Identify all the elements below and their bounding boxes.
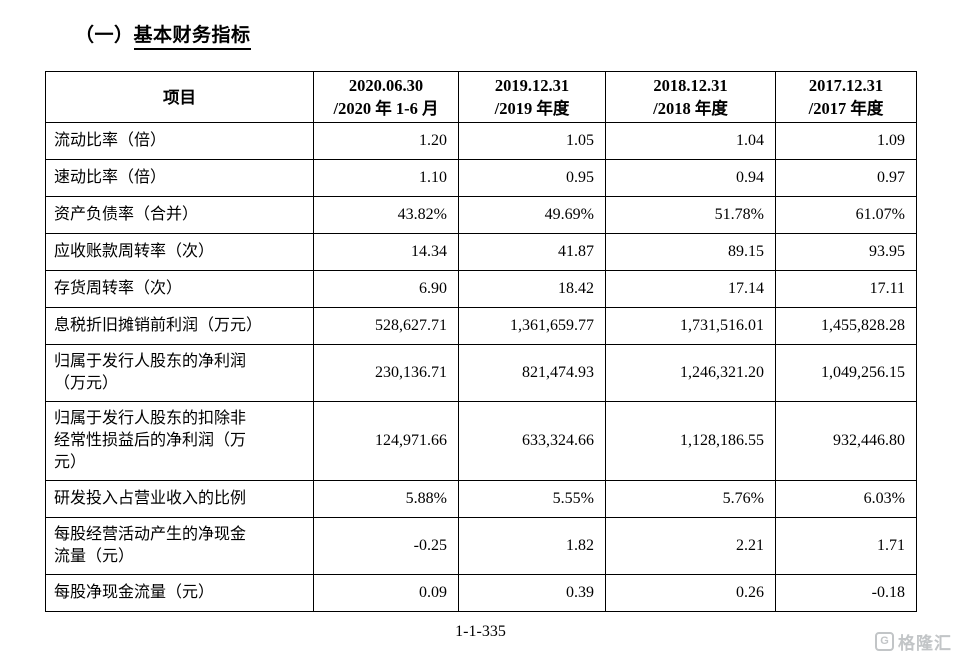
row-label: 速动比率（倍） bbox=[45, 159, 314, 198]
table-row-current-ratio: 流动比率（倍） 1.20 1.05 1.04 1.09 bbox=[45, 122, 917, 161]
value-cell: 41.87 bbox=[458, 233, 606, 272]
value-cell: 0.09 bbox=[313, 574, 459, 613]
value-cell: 1.04 bbox=[605, 122, 776, 161]
header-item: 项目 bbox=[45, 70, 314, 124]
row-label: 每股经营活动产生的净现金 流量（元） bbox=[45, 517, 314, 576]
value-cell: 5.55% bbox=[458, 480, 606, 519]
table-row-inventory-turnover: 存货周转率（次） 6.90 18.42 17.14 17.11 bbox=[45, 270, 917, 309]
value-cell: 230,136.71 bbox=[313, 344, 459, 403]
value-cell: 2.21 bbox=[605, 517, 776, 576]
value-cell: 43.82% bbox=[313, 196, 459, 235]
header-period-2017: 2017.12.31 /2017 年度 bbox=[775, 70, 917, 124]
value-cell: 17.11 bbox=[775, 270, 917, 309]
value-cell: 49.69% bbox=[458, 196, 606, 235]
value-cell: 1.05 bbox=[458, 122, 606, 161]
value-cell: 932,446.80 bbox=[775, 401, 917, 482]
value-cell: 1,128,186.55 bbox=[605, 401, 776, 482]
value-cell: 821,474.93 bbox=[458, 344, 606, 403]
table-row-net-profit-deducted: 归属于发行人股东的扣除非 经常性损益后的净利润（万 元） 124,971.66 … bbox=[45, 401, 917, 482]
value-cell: 528,627.71 bbox=[313, 307, 459, 346]
table-row-net-profit-attributable: 归属于发行人股东的净利润 （万元） 230,136.71 821,474.93 … bbox=[45, 344, 917, 403]
value-cell: 5.76% bbox=[605, 480, 776, 519]
row-label: 研发投入占营业收入的比例 bbox=[45, 480, 314, 519]
table-row-receivables-turnover: 应收账款周转率（次） 14.34 41.87 89.15 93.95 bbox=[45, 233, 917, 272]
table-row-debt-ratio: 资产负债率（合并） 43.82% 49.69% 51.78% 61.07% bbox=[45, 196, 917, 235]
value-cell: 1,455,828.28 bbox=[775, 307, 917, 346]
row-label: 资产负债率（合并） bbox=[45, 196, 314, 235]
value-cell: 93.95 bbox=[775, 233, 917, 272]
value-cell: -0.18 bbox=[775, 574, 917, 613]
value-cell: 124,971.66 bbox=[313, 401, 459, 482]
row-label: 存货周转率（次） bbox=[45, 270, 314, 309]
gelonghui-logo-icon: G bbox=[875, 632, 894, 651]
header-period-2018: 2018.12.31 /2018 年度 bbox=[605, 70, 776, 124]
value-cell: 1.09 bbox=[775, 122, 917, 161]
value-cell: 18.42 bbox=[458, 270, 606, 309]
value-cell: 633,324.66 bbox=[458, 401, 606, 482]
table-row-operating-cash-flow-per-share: 每股经营活动产生的净现金 流量（元） -0.25 1.82 2.21 1.71 bbox=[45, 517, 917, 576]
value-cell: 1,049,256.15 bbox=[775, 344, 917, 403]
row-label: 息税折旧摊销前利润（万元） bbox=[45, 307, 314, 346]
header-period-2020: 2020.06.30 /2020 年 1-6 月 bbox=[313, 70, 459, 124]
value-cell: 1.10 bbox=[313, 159, 459, 198]
row-label: 应收账款周转率（次） bbox=[45, 233, 314, 272]
section-title: （一）基本财务指标 bbox=[75, 20, 251, 50]
section-title-text: 基本财务指标 bbox=[133, 25, 251, 50]
table-header-row: 项目 2020.06.30 /2020 年 1-6 月 2019.12.31 /… bbox=[45, 70, 917, 124]
row-label: 归属于发行人股东的净利润 （万元） bbox=[45, 344, 314, 403]
value-cell: 1.82 bbox=[458, 517, 606, 576]
table-row-rd-revenue-ratio: 研发投入占营业收入的比例 5.88% 5.55% 5.76% 6.03% bbox=[45, 480, 917, 519]
row-label: 流动比率（倍） bbox=[45, 122, 314, 161]
financial-indicators-table: 项目 2020.06.30 /2020 年 1-6 月 2019.12.31 /… bbox=[45, 70, 917, 613]
value-cell: 1.71 bbox=[775, 517, 917, 576]
page-number: 1-1-335 bbox=[455, 623, 506, 640]
value-cell: -0.25 bbox=[313, 517, 459, 576]
value-cell: 51.78% bbox=[605, 196, 776, 235]
value-cell: 1.20 bbox=[313, 122, 459, 161]
value-cell: 17.14 bbox=[605, 270, 776, 309]
value-cell: 6.03% bbox=[775, 480, 917, 519]
value-cell: 61.07% bbox=[775, 196, 917, 235]
table-row-quick-ratio: 速动比率（倍） 1.10 0.95 0.94 0.97 bbox=[45, 159, 917, 198]
value-cell: 0.97 bbox=[775, 159, 917, 198]
gelonghui-logo-text: 格隆汇 bbox=[898, 634, 952, 653]
value-cell: 1,731,516.01 bbox=[605, 307, 776, 346]
table-row-ebitda: 息税折旧摊销前利润（万元） 528,627.71 1,361,659.77 1,… bbox=[45, 307, 917, 346]
row-label: 归属于发行人股东的扣除非 经常性损益后的净利润（万 元） bbox=[45, 401, 314, 482]
value-cell: 0.94 bbox=[605, 159, 776, 198]
value-cell: 0.26 bbox=[605, 574, 776, 613]
header-period-2019: 2019.12.31 /2019 年度 bbox=[458, 70, 606, 124]
value-cell: 0.39 bbox=[458, 574, 606, 613]
gelonghui-watermark: G 格隆汇 bbox=[875, 629, 952, 654]
value-cell: 0.95 bbox=[458, 159, 606, 198]
value-cell: 6.90 bbox=[313, 270, 459, 309]
row-label: 每股净现金流量（元） bbox=[45, 574, 314, 613]
value-cell: 5.88% bbox=[313, 480, 459, 519]
value-cell: 1,246,321.20 bbox=[605, 344, 776, 403]
value-cell: 14.34 bbox=[313, 233, 459, 272]
value-cell: 89.15 bbox=[605, 233, 776, 272]
table-row-net-cash-flow-per-share: 每股净现金流量（元） 0.09 0.39 0.26 -0.18 bbox=[45, 574, 917, 613]
section-title-prefix: （一） bbox=[75, 25, 134, 46]
value-cell: 1,361,659.77 bbox=[458, 307, 606, 346]
